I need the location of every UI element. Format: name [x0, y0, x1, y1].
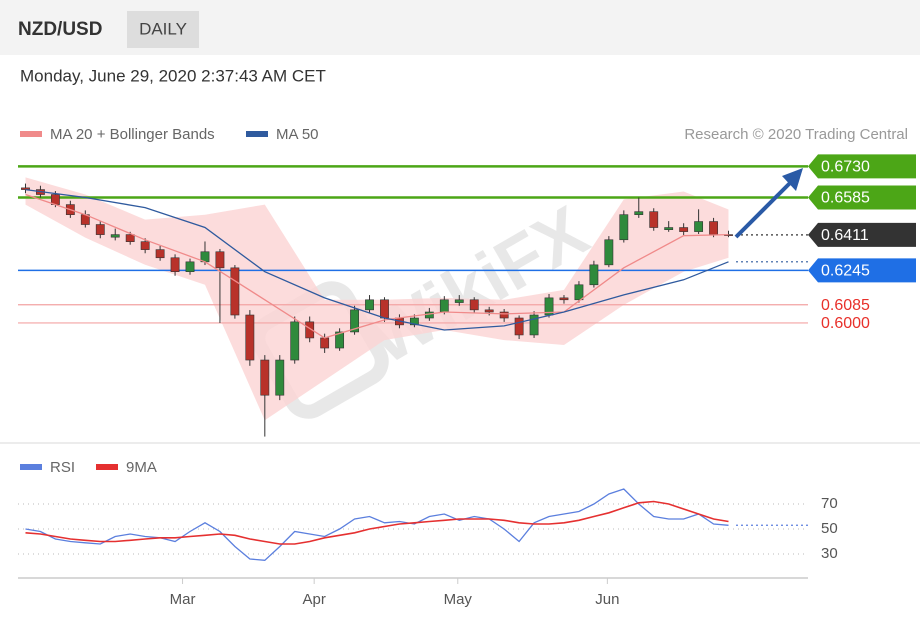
timeframe[interactable]: DAILY — [139, 19, 187, 38]
candle-body — [140, 241, 150, 250]
candle-body — [709, 221, 718, 235]
candle-body — [230, 267, 240, 316]
y-tick-label: 50 — [821, 520, 838, 537]
ma-line — [25, 193, 729, 339]
candle-body — [574, 284, 584, 301]
legend-swatch — [96, 464, 118, 470]
candle-body — [529, 314, 539, 336]
legend-label: MA 20 + Bollinger Bands — [50, 126, 215, 143]
candle-body — [260, 359, 270, 396]
candle-body — [469, 299, 479, 311]
candle-body — [185, 261, 195, 272]
series-line — [25, 488, 729, 561]
watermark: WikiFX — [354, 191, 601, 380]
ma-line — [25, 188, 729, 331]
level-label: 0.6730 — [821, 159, 870, 176]
candle-body — [679, 227, 689, 232]
candle-body — [335, 331, 345, 349]
bollinger-band — [25, 177, 729, 421]
level-label: 0.6000 — [821, 315, 870, 332]
forecast-arrow-head — [782, 168, 803, 191]
candle-body — [604, 239, 614, 266]
legend-swatch — [20, 464, 42, 470]
legend-swatch — [246, 131, 268, 137]
level-label: 0.6245 — [821, 263, 870, 280]
symbol: NZD/USD — [18, 19, 102, 40]
candle-body — [619, 214, 629, 241]
y-tick-label: 30 — [821, 545, 838, 562]
candle-body — [125, 234, 135, 242]
candle-body — [21, 187, 30, 190]
candle-body — [514, 317, 524, 336]
candle-body — [649, 211, 659, 228]
candle-body — [499, 311, 509, 319]
candle-body — [350, 309, 359, 333]
level-badge — [808, 154, 916, 179]
x-tick-label: Mar — [170, 591, 196, 608]
credit: Research © 2020 Trading Central — [684, 126, 908, 143]
level-badge — [808, 258, 916, 283]
level-label: 0.6411 — [821, 227, 869, 244]
x-tick-label: Jun — [595, 591, 619, 608]
legend-label: RSI — [50, 459, 75, 476]
candle-body — [454, 299, 464, 303]
candle-body — [634, 211, 644, 215]
y-tick-label: 70 — [821, 495, 838, 512]
legend-label: 9MA — [126, 459, 157, 476]
candle-body — [589, 264, 599, 286]
x-tick-label: Apr — [303, 591, 326, 608]
candle-body — [155, 249, 165, 259]
candle-body — [559, 297, 569, 301]
series-line — [25, 500, 729, 545]
candle-body — [215, 251, 225, 269]
level-badge — [808, 222, 916, 247]
candle-body — [664, 227, 674, 230]
level-badge — [808, 185, 916, 210]
candle-body — [365, 299, 374, 311]
legend-swatch — [20, 131, 42, 137]
candle-body — [439, 299, 449, 313]
candle-body — [275, 359, 285, 396]
candle-body — [409, 317, 419, 326]
candle-body — [694, 221, 704, 232]
forecast-arrow — [734, 181, 792, 239]
level-label: 0.6085 — [821, 297, 870, 314]
level-label: 0.6585 — [821, 190, 870, 207]
candle-body — [484, 309, 494, 313]
candle-body — [290, 321, 300, 361]
timestamp: Monday, June 29, 2020 2:37:43 AM CET — [20, 66, 326, 85]
candle-body — [95, 224, 105, 235]
candle-body — [305, 321, 315, 339]
candle-body — [380, 299, 389, 319]
candle-body — [245, 314, 255, 361]
candle-body — [110, 234, 120, 238]
timeframe-box[interactable] — [127, 11, 199, 48]
x-tick-label: May — [444, 591, 473, 608]
legend-label: MA 50 — [276, 126, 319, 143]
candle-body — [320, 337, 330, 349]
candle-body — [170, 257, 180, 272]
